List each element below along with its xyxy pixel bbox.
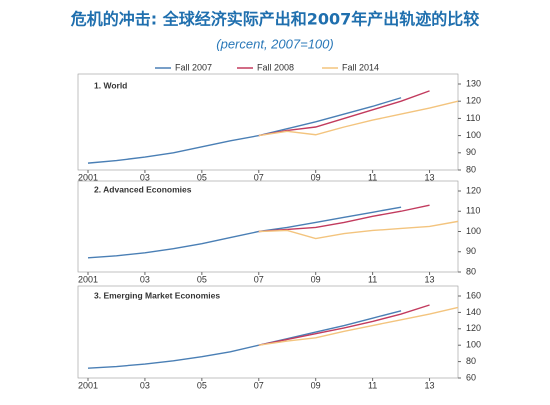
x-tick-label: 05 — [197, 380, 207, 390]
y-tick-label: 160 — [466, 290, 481, 300]
series-line — [258, 306, 459, 346]
y-tick-label: 100 — [466, 340, 481, 350]
x-tick-label: 07 — [254, 274, 264, 284]
series-line — [258, 204, 430, 233]
y-tick-label: 120 — [466, 96, 481, 106]
y-tick-label: 120 — [466, 185, 481, 195]
x-tick-label: 07 — [254, 172, 264, 182]
x-tick-label: 2001 — [78, 172, 98, 182]
y-tick-label: 90 — [466, 246, 476, 256]
panel-frame — [77, 285, 459, 379]
panel-title: 3. Emerging Market Economies — [94, 290, 220, 300]
x-tick-label: 2001 — [78, 274, 98, 284]
x-tick-label: 09 — [311, 172, 321, 182]
series-line — [258, 90, 430, 137]
x-tick-label: 09 — [311, 274, 321, 284]
y-tick-label: 80 — [466, 356, 476, 366]
legend-label: Fall 2007 — [175, 62, 212, 72]
x-tick-label: 13 — [425, 274, 435, 284]
y-tick-label: 120 — [466, 323, 481, 333]
x-tick-label: 11 — [368, 172, 377, 182]
x-tick-label: 03 — [140, 274, 150, 284]
y-tick-label: 130 — [466, 78, 481, 88]
y-tick-label: 100 — [466, 130, 481, 140]
page-title: 危机的冲击: 全球经济实际产出和2007年产出轨迹的比较 — [71, 10, 480, 29]
x-tick-label: 09 — [311, 380, 321, 390]
x-tick-label: 05 — [197, 274, 207, 284]
page-subtitle: (percent, 2007=100) — [216, 36, 333, 51]
panel-title: 2. Advanced Economies — [94, 184, 192, 194]
y-tick-label: 60 — [466, 372, 476, 382]
series-line — [87, 206, 402, 259]
panel-title: 1. World — [94, 80, 127, 90]
panel-frame — [77, 73, 459, 171]
y-tick-label: 110 — [466, 206, 480, 216]
x-tick-label: 11 — [368, 274, 377, 284]
x-tick-label: 05 — [197, 172, 207, 182]
y-tick-label: 140 — [466, 307, 481, 317]
y-tick-label: 90 — [466, 147, 476, 157]
legend-label: Fall 2008 — [257, 62, 294, 72]
x-tick-label: 07 — [254, 380, 264, 390]
series-line — [87, 97, 402, 164]
x-tick-label: 03 — [140, 380, 150, 390]
series-line — [258, 304, 430, 346]
panel-frame — [77, 180, 459, 273]
series-line — [258, 100, 459, 137]
y-tick-label: 80 — [466, 164, 476, 174]
x-tick-label: 03 — [140, 172, 150, 182]
y-tick-label: 100 — [466, 226, 481, 236]
x-tick-label: 11 — [368, 380, 377, 390]
x-tick-label: 13 — [425, 380, 435, 390]
legend-label: Fall 2014 — [342, 62, 379, 72]
series-line — [87, 310, 402, 369]
x-tick-label: 2001 — [78, 380, 98, 390]
x-tick-label: 13 — [425, 172, 435, 182]
y-tick-label: 80 — [466, 266, 476, 276]
y-tick-label: 110 — [466, 113, 480, 123]
series-line — [258, 220, 459, 240]
